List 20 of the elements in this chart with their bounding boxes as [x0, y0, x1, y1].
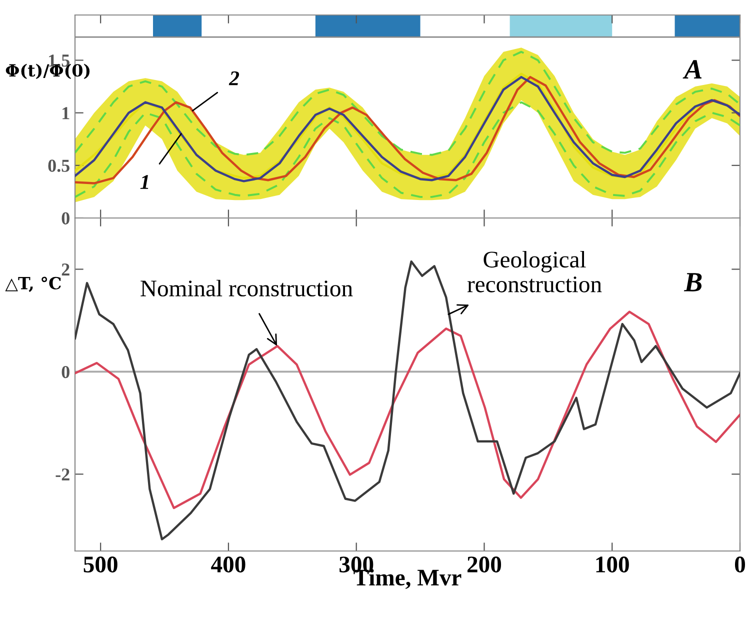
- y-tick-label: -2: [56, 468, 70, 480]
- y-axis-title: △T, °C: [5, 276, 61, 292]
- x-tick-label: 0: [734, 556, 746, 572]
- x-tick-label: 500: [84, 556, 118, 572]
- line-series: [75, 310, 740, 510]
- y-tick-label: 1: [62, 107, 70, 120]
- line-series: [75, 101, 740, 198]
- annotation: B: [684, 273, 702, 292]
- y-tick-label: 2: [62, 264, 70, 276]
- annotation: 1: [140, 175, 148, 189]
- annotation: Nominal rconstruction: [140, 280, 353, 296]
- annotation: A: [682, 60, 702, 79]
- y-tick-label: 0: [62, 212, 70, 224]
- x-tick-label: 100: [596, 556, 629, 572]
- annotation: 2: [228, 71, 240, 86]
- x-tick-label: 400: [211, 556, 246, 572]
- y-tick-label: 0: [62, 366, 70, 378]
- x-tick-label: 200: [468, 556, 502, 572]
- annotation: Geological reconstruction: [467, 250, 602, 292]
- y-tick-label: 0.5: [48, 160, 70, 172]
